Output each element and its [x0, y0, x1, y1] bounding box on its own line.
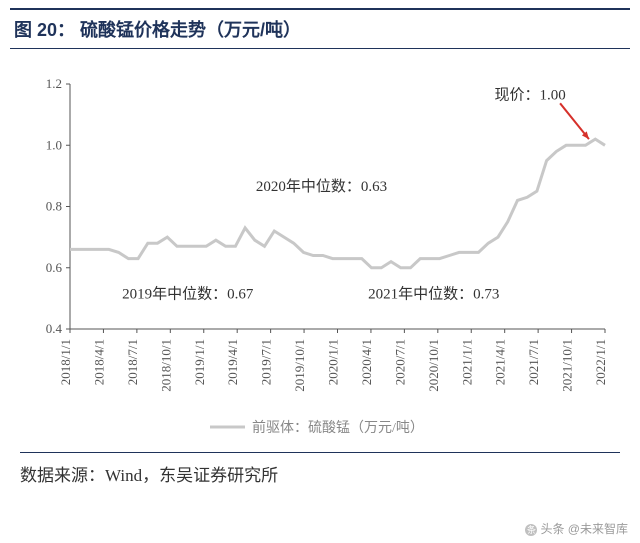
svg-text:2021/7/1: 2021/7/1 [526, 339, 541, 385]
svg-text:2018/4/1: 2018/4/1 [91, 339, 106, 385]
line-chart: 0.4 0.6 0.8 1.0 1.2 2018/1/1 2018/4/1 2018/7/1 2… [20, 64, 620, 444]
watermark: 条头条 @未来智库 [525, 520, 628, 537]
svg-text:2019年中位数：0.67: 2019年中位数：0.67 [122, 285, 254, 302]
chart-title: 图 20： 硫酸锰价格走势（万元/吨） [10, 8, 630, 49]
svg-text:0.8: 0.8 [46, 199, 62, 214]
svg-text:2020/10/1: 2020/10/1 [426, 339, 441, 392]
svg-text:2019/4/1: 2019/4/1 [225, 339, 240, 385]
svg-text:2019/10/1: 2019/10/1 [292, 339, 307, 392]
svg-text:2020/1/1: 2020/1/1 [326, 339, 341, 385]
svg-text:2019/7/1: 2019/7/1 [259, 339, 274, 385]
svg-text:2018/7/1: 2018/7/1 [125, 339, 140, 385]
svg-text:2021/1/1: 2021/1/1 [459, 339, 474, 385]
svg-text:2018/1/1: 2018/1/1 [58, 339, 73, 385]
svg-text:2019/1/1: 2019/1/1 [192, 339, 207, 385]
svg-text:2020/7/1: 2020/7/1 [392, 339, 407, 385]
svg-text:2020/4/1: 2020/4/1 [359, 339, 374, 385]
svg-text:1.2: 1.2 [46, 76, 62, 91]
svg-text:0.6: 0.6 [46, 260, 63, 275]
chart-area: 0.4 0.6 0.8 1.0 1.2 2018/1/1 2018/4/1 2018/7/1 2… [20, 64, 620, 444]
svg-text:2021年中位数：0.73: 2021年中位数：0.73 [368, 285, 499, 302]
svg-text:1.0: 1.0 [46, 137, 62, 152]
svg-text:前驱体：硫酸锰（万元/吨）: 前驱体：硫酸锰（万元/吨） [252, 419, 424, 436]
svg-text:2022/1/1: 2022/1/1 [593, 339, 608, 385]
svg-text:2021/4/1: 2021/4/1 [493, 339, 508, 385]
svg-text:现价：1.00: 现价：1.00 [494, 87, 565, 103]
data-source: 数据来源：Wind，东吴证券研究所 [20, 452, 620, 486]
svg-text:2020年中位数：0.63: 2020年中位数：0.63 [256, 178, 387, 195]
svg-text:2018/10/1: 2018/10/1 [158, 339, 173, 392]
svg-text:0.4: 0.4 [46, 321, 63, 336]
svg-text:2021/10/1: 2021/10/1 [560, 339, 575, 392]
watermark-icon: 条 [525, 524, 537, 536]
